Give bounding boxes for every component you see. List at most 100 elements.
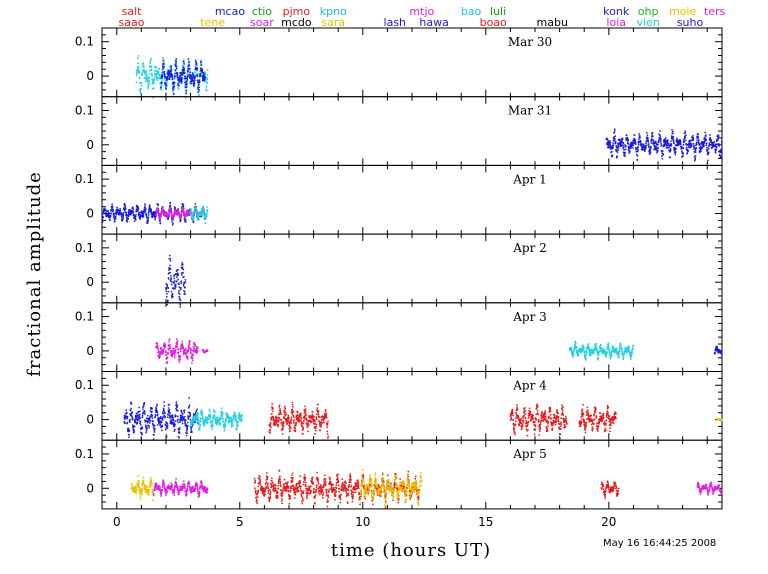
site-label-lash: lash <box>384 16 407 29</box>
data-point <box>571 349 573 351</box>
data-point <box>291 401 294 404</box>
data-point <box>220 414 222 417</box>
data-point <box>171 353 174 355</box>
data-point <box>230 417 232 419</box>
data-point <box>720 151 722 154</box>
data-point <box>628 350 631 353</box>
data-point <box>125 412 128 415</box>
data-point <box>183 418 186 420</box>
data-point <box>694 147 696 150</box>
data-point <box>682 155 684 158</box>
data-point <box>178 85 180 87</box>
data-point <box>193 84 195 87</box>
data-point <box>650 142 653 144</box>
data-point <box>138 72 141 74</box>
data-point <box>625 347 627 349</box>
data-point <box>650 132 653 135</box>
data-point <box>240 415 243 417</box>
data-point <box>219 418 222 421</box>
data-point <box>142 411 145 413</box>
data-point <box>182 208 185 211</box>
data-point <box>189 420 192 422</box>
data-point <box>206 209 209 212</box>
data-point <box>281 424 284 427</box>
data-point <box>141 414 144 417</box>
data-point <box>719 153 721 156</box>
data-point <box>717 135 720 138</box>
data-point <box>135 218 137 221</box>
data-point <box>157 211 160 214</box>
data-point <box>166 427 169 429</box>
data-point <box>199 420 202 423</box>
data-point <box>147 424 149 427</box>
data-point <box>664 143 666 145</box>
data-point <box>209 414 212 416</box>
data-point <box>195 347 198 350</box>
data-point <box>582 346 584 348</box>
data-point <box>268 424 271 426</box>
data-point <box>632 347 634 350</box>
data-point <box>611 154 614 156</box>
data-point <box>601 349 603 352</box>
data-point <box>185 430 188 432</box>
data-point <box>161 419 164 421</box>
data-point <box>163 64 165 67</box>
data-point <box>186 73 189 75</box>
data-point <box>596 349 598 351</box>
data-point <box>156 411 158 413</box>
data-point <box>271 407 274 409</box>
data-point <box>124 206 126 208</box>
data-point <box>617 353 619 355</box>
data-point <box>192 346 195 348</box>
data-point <box>116 212 118 215</box>
data-point <box>152 215 154 217</box>
data-point <box>160 75 163 78</box>
data-point <box>138 418 140 421</box>
data-point <box>269 422 271 425</box>
site-label-mcao: mcao <box>215 5 246 18</box>
data-point <box>287 414 289 417</box>
data-point <box>187 417 190 419</box>
data-point <box>161 209 163 211</box>
data-point <box>289 425 291 428</box>
data-point <box>191 216 194 219</box>
data-point <box>710 143 713 146</box>
data-point <box>669 148 672 150</box>
data-point <box>606 144 608 146</box>
site-label-saao: saao <box>119 16 145 29</box>
data-point <box>648 146 650 148</box>
data-point <box>645 144 647 147</box>
data-point <box>209 417 211 420</box>
data-point <box>150 215 153 217</box>
data-point <box>716 139 719 142</box>
data-point <box>195 409 198 412</box>
data-point <box>660 139 662 142</box>
data-point <box>616 352 619 354</box>
data-point <box>279 408 281 410</box>
data-point <box>204 71 206 74</box>
data-point <box>148 81 150 83</box>
data-point <box>145 214 148 216</box>
data-point <box>183 420 186 422</box>
panel-4: 00.1 Apr 3 <box>75 302 723 372</box>
panel-frame <box>101 164 723 235</box>
data-point <box>165 79 168 81</box>
data-point <box>184 279 187 281</box>
data-point <box>153 434 155 436</box>
data-point <box>169 73 172 76</box>
data-point <box>186 78 189 81</box>
data-point <box>207 416 209 419</box>
y-tick-label: 0.1 <box>75 310 94 324</box>
data-point <box>277 425 279 428</box>
data-point <box>574 341 577 344</box>
data-point <box>202 79 204 82</box>
data-point <box>623 353 625 355</box>
data-point <box>158 73 161 75</box>
data-point <box>195 73 198 76</box>
data-point <box>203 77 205 79</box>
panel-frame <box>101 371 723 441</box>
data-point <box>186 357 189 359</box>
panel-date-label: Apr 2 <box>512 241 547 255</box>
data-point <box>203 218 206 220</box>
data-point <box>182 271 184 274</box>
